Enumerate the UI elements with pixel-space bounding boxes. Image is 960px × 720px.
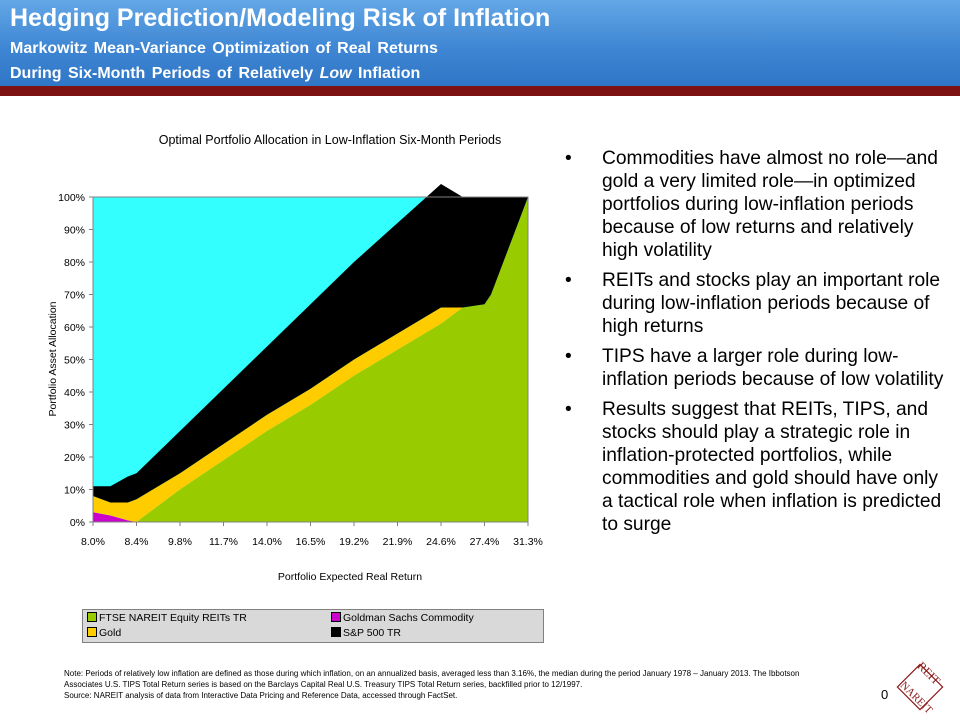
svg-text:NAREIT: NAREIT	[898, 679, 935, 716]
bullet-reits-stocks: REITs and stocks play an important role …	[565, 269, 945, 338]
chart-title: Optimal Portfolio Allocation in Low-Infl…	[158, 133, 502, 147]
legend-swatch-commodity	[331, 612, 341, 622]
legend-swatch-reits	[87, 612, 97, 622]
y-tick-label: 50%	[64, 355, 85, 367]
x-tick-label: 9.8%	[168, 536, 192, 548]
subtitle-2-pre: During Six-Month Periods of Relatively	[10, 65, 320, 82]
legend-label-commodity: Goldman Sachs Commodity	[343, 612, 474, 624]
y-tick-label: 80%	[64, 257, 85, 269]
x-tick-label: 24.6%	[426, 536, 456, 548]
y-tick-label: 30%	[64, 420, 85, 432]
legend-item-gold: Gold	[87, 627, 121, 639]
bullet-list: Commodities have almost no role—and gold…	[565, 147, 945, 543]
page-number: 0	[881, 687, 889, 702]
y-axis-label: Portfolio Asset Allocation	[47, 301, 59, 416]
x-tick-label: 8.0%	[81, 536, 105, 548]
y-tick-label: 60%	[64, 322, 85, 334]
slide-subtitle-2: During Six-Month Periods of Relatively L…	[10, 65, 420, 83]
x-tick-label: 14.0%	[252, 536, 282, 548]
bullet-commodities: Commodities have almost no role—and gold…	[565, 147, 945, 262]
legend-swatch-sp500	[331, 627, 341, 637]
y-tick-label: 10%	[64, 485, 85, 497]
legend-label-reits: FTSE NAREIT Equity REITs TR	[99, 612, 247, 624]
x-axis-label: Portfolio Expected Real Return	[278, 571, 422, 583]
y-tick-label: 100%	[58, 192, 85, 204]
x-axis-ticks: 8.0% 8.4% 9.8% 11.7% 14.0% 16.5% 19.2% 21.9% 24.…	[81, 522, 543, 548]
y-tick-label: 20%	[64, 452, 85, 464]
subtitle-2-emphasis: Low	[319, 65, 352, 82]
footnote: Note: Periods of relatively low inflatio…	[64, 668, 824, 701]
footnote-source: Source: NAREIT analysis of data from Int…	[64, 691, 458, 700]
x-tick-label: 16.5%	[296, 536, 326, 548]
legend-label-gold: Gold	[99, 627, 122, 639]
y-tick-label: 90%	[64, 225, 85, 237]
bullet-results: Results suggest that REITs, TIPS, and st…	[565, 398, 945, 536]
subtitle-2-post: Inflation	[351, 65, 421, 82]
slide-header: Hedging Prediction/Modeling Risk of Infl…	[0, 0, 960, 86]
y-tick-label: 40%	[64, 387, 85, 399]
x-tick-label: 21.9%	[383, 536, 413, 548]
legend-item-commodity: Goldman Sachs Commodity	[331, 612, 474, 624]
area-sp500	[93, 184, 528, 503]
x-tick-label: 8.4%	[125, 536, 149, 548]
slide-subtitle-1: Markowitz Mean-Variance Optimization of …	[10, 40, 438, 57]
legend-label-sp500: S&P 500 TR	[343, 627, 401, 639]
legend-swatch-gold	[87, 627, 97, 637]
x-tick-label: 27.4%	[470, 536, 500, 548]
nareit-logo-icon: REIT NAREIT	[896, 659, 944, 717]
footnote-note: Note: Periods of relatively low inflatio…	[64, 669, 800, 689]
bullet-tips: TIPS have a larger role during low-infla…	[565, 345, 945, 391]
area-reits	[93, 197, 528, 522]
chart-legend: FTSE NAREIT Equity REITs TR Goldman Sach…	[82, 609, 544, 643]
legend-item-reits: FTSE NAREIT Equity REITs TR	[87, 612, 247, 624]
y-axis-ticks: 0% 10% 20% 30% 40% 50% 60% 70% 80% 90% 100%	[58, 192, 93, 529]
x-tick-label: 11.7%	[209, 536, 238, 548]
y-tick-label: 0%	[70, 517, 85, 529]
slide-title: Hedging Prediction/Modeling Risk of Infl…	[10, 4, 551, 32]
legend-item-sp500: S&P 500 TR	[331, 627, 401, 639]
x-tick-label: 19.2%	[339, 536, 369, 548]
x-tick-label: 31.3%	[513, 536, 543, 548]
y-tick-label: 70%	[64, 290, 85, 302]
header-divider-bar	[0, 86, 960, 96]
chart-areas	[93, 184, 528, 522]
